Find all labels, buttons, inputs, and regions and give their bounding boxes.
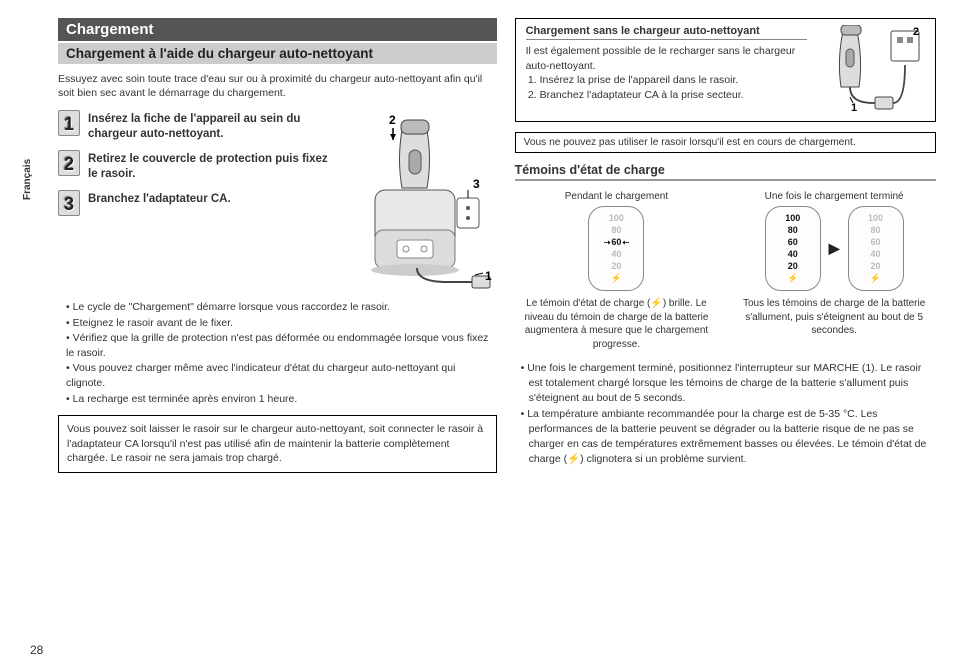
alt-charge-desc: Il est également possible de le recharge… [526, 44, 807, 73]
plug-figure: 2 1 [815, 25, 925, 115]
svg-text:2: 2 [913, 26, 919, 38]
svg-text:1: 1 [851, 102, 857, 114]
indicator-done: Une fois le chargement terminé 100 80 60… [732, 191, 936, 338]
level-80: 80 [788, 225, 798, 236]
main-heading: Chargement [58, 18, 497, 41]
bullet-item: La température ambiante recommandée pour… [521, 407, 936, 468]
charge-icon: ⚡ [787, 273, 798, 284]
step-text: Insérez la fiche de l'appareil au sein d… [88, 110, 339, 142]
indicator-caption: Tous les témoins de charge de la batteri… [732, 297, 936, 338]
level-100: 100 [785, 213, 800, 224]
bullet-item: Le cycle de "Chargement" démarre lorsque… [66, 300, 497, 315]
left-bullets: Le cycle de "Chargement" démarre lorsque… [58, 300, 497, 407]
charger-figure: 2 3 1 [347, 110, 497, 290]
sub-heading: Chargement à l'aide du chargeur auto-net… [58, 43, 497, 64]
charge-icon: ⚡ [870, 273, 881, 284]
level-80: 80 [871, 225, 881, 236]
level-20: 20 [788, 261, 798, 272]
bullet-item: Une fois le chargement terminé, position… [521, 361, 936, 407]
svg-text:1: 1 [485, 269, 492, 283]
list-item: Branchez l'adaptateur CA à la prise sect… [540, 88, 807, 103]
display-pair: 100 80 60 40 20 ⚡ ▶ 100 80 60 40 20 [765, 206, 904, 291]
level-20: 20 [611, 261, 621, 272]
step-3: 3 Branchez l'adaptateur CA. [58, 190, 339, 216]
steps-wrap: 1 Insérez la fiche de l'appareil au sein… [58, 110, 497, 290]
level-40: 40 [871, 249, 881, 260]
warning-box: Vous ne pouvez pas utiliser le rasoir lo… [515, 132, 936, 153]
right-column: Chargement sans le chargeur auto-nettoya… [515, 18, 936, 630]
indicators-heading: Témoins d'état de charge [515, 163, 936, 181]
note-box: Vous pouvez soit laisser le rasoir sur l… [58, 415, 497, 473]
left-column: Chargement Chargement à l'aide du charge… [58, 18, 497, 630]
svg-text:2: 2 [389, 113, 396, 127]
step-text: Retirez le couvercle de protection puis … [88, 150, 339, 182]
bullet-item: La recharge est terminée après environ 1… [66, 392, 497, 407]
level-40: 40 [611, 249, 621, 260]
level-60: 60 [604, 237, 629, 248]
alt-charge-title: Chargement sans le chargeur auto-nettoya… [526, 25, 807, 40]
step-text: Branchez l'adaptateur CA. [88, 190, 231, 216]
alt-charge-text: Chargement sans le chargeur auto-nettoya… [526, 25, 807, 115]
indicator-label: Pendant le chargement [565, 191, 668, 202]
step-number: 3 [58, 190, 80, 216]
bullet-item: Vous pouvez charger même avec l'indicate… [66, 361, 497, 391]
level-40: 40 [788, 249, 798, 260]
list-item: Insérez la prise de l'appareil dans le r… [540, 73, 807, 88]
intro-text: Essuyez avec soin toute trace d'eau sur … [58, 72, 497, 100]
battery-display-off: 100 80 60 40 20 ⚡ [848, 206, 904, 291]
page-number: 28 [30, 643, 43, 657]
page: Chargement Chargement à l'aide du charge… [0, 0, 954, 640]
battery-display-full: 100 80 60 40 20 ⚡ [765, 206, 821, 291]
svg-text:3: 3 [473, 177, 480, 191]
alt-charge-box: Chargement sans le chargeur auto-nettoya… [515, 18, 936, 122]
step-number: 2 [58, 150, 80, 176]
arrow-icon: ▶ [829, 240, 840, 257]
bullet-item: Eteignez le rasoir avant de le fixer. [66, 316, 497, 331]
alt-charge-list: Insérez la prise de l'appareil dans le r… [526, 73, 807, 102]
charge-icon: ⚡ [611, 273, 622, 284]
indicator-charging: Pendant le chargement 100 80 60 40 20 ⚡ … [515, 191, 719, 351]
level-80: 80 [611, 225, 621, 236]
battery-display-charging: 100 80 60 40 20 ⚡ [588, 206, 644, 291]
bullet-item: Vérifiez que la grille de protection n'e… [66, 331, 497, 361]
level-20: 20 [871, 261, 881, 272]
indicator-caption: Le témoin d'état de charge (⚡) brille. L… [515, 297, 719, 351]
level-100: 100 [609, 213, 624, 224]
level-100: 100 [868, 213, 883, 224]
indicator-row: Pendant le chargement 100 80 60 40 20 ⚡ … [515, 191, 936, 351]
language-tab: Français [22, 159, 33, 200]
right-bullets: Une fois le chargement terminé, position… [515, 361, 936, 468]
step-number: 1 [58, 110, 80, 136]
indicator-label: Une fois le chargement terminé [765, 191, 904, 202]
step-1: 1 Insérez la fiche de l'appareil au sein… [58, 110, 339, 142]
steps-list: 1 Insérez la fiche de l'appareil au sein… [58, 110, 339, 290]
level-60: 60 [788, 237, 798, 248]
step-2: 2 Retirez le couvercle de protection pui… [58, 150, 339, 182]
level-60: 60 [871, 237, 881, 248]
